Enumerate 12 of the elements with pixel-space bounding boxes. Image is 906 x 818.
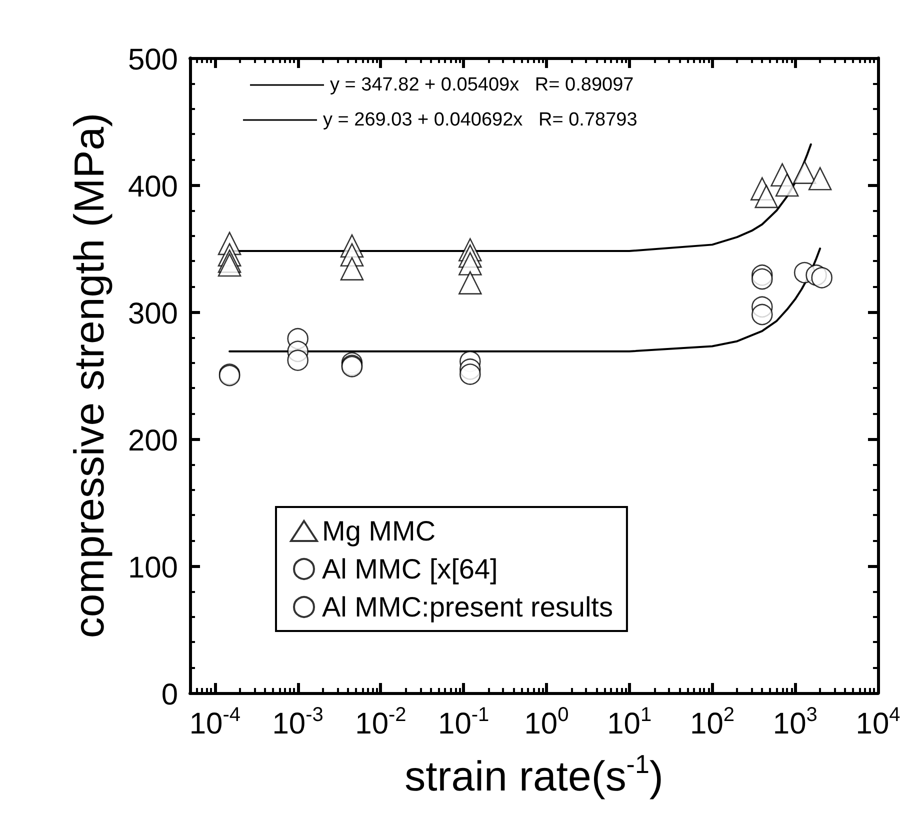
y-axis-title: compressive strength (MPa): [66, 112, 112, 638]
y-tick-label: 0: [161, 678, 178, 712]
legend-label: Al MMC:present results: [322, 592, 613, 622]
annotation: y = 347.82 + 0.05409x R= 0.89097: [330, 74, 634, 96]
y-tick-label: 200: [128, 424, 178, 458]
legend-label: Al MMC [x[64]: [322, 554, 498, 584]
annotation: y = 269.03 + 0.040692x R= 0.78793: [323, 110, 638, 130]
y-tick-label: 100: [128, 552, 178, 584]
y-tick-label: 500: [128, 44, 178, 76]
y-tick-label: 300: [128, 298, 178, 330]
y-tick-label: 400: [128, 170, 178, 204]
legend-label: Mg MMC: [322, 516, 436, 546]
